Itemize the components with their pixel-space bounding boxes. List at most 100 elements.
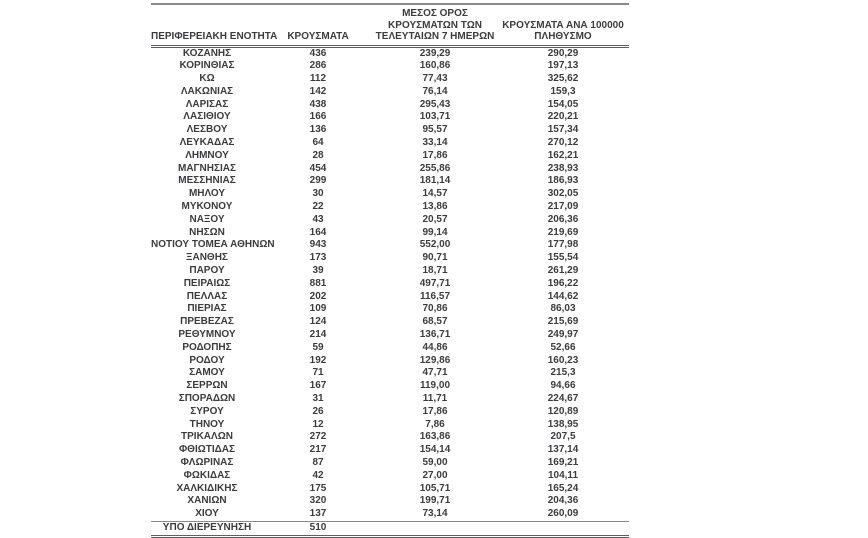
table-row: ΜΗΛΟΥ 30 14,57 302,05 xyxy=(151,188,629,201)
cell-region: ΦΩΚΙΔΑΣ xyxy=(183,469,231,481)
cell-7day-average: 136,71 xyxy=(419,329,451,341)
cell-7day-average: 17,86 xyxy=(422,405,448,417)
cell-region: ΚΟΡΙΝΘΙΑΣ xyxy=(179,60,235,72)
cell-cases: 299 xyxy=(309,175,327,187)
cell-region: ΣΥΡΟΥ xyxy=(190,405,224,417)
cell-7day-average: 105,71 xyxy=(419,482,451,494)
table-row: ΦΩΚΙΔΑΣ 42 27,00 104,11 xyxy=(151,470,629,483)
cell-region: ΜΑΓΝΗΣΙΑΣ xyxy=(177,162,236,174)
cell-region: ΠΕΛΛΑΣ xyxy=(186,290,228,302)
table-row: ΧΑΛΚΙΔΙΚΗΣ 175 105,71 165,24 xyxy=(151,483,629,496)
col-header-7day-average-line1: ΜΕΣΟΣ ΟΡΟΣ xyxy=(402,8,468,19)
cell-7day-average: 47,71 xyxy=(422,367,448,379)
cell-region: ΚΟΖΑΝΗΣ xyxy=(182,47,232,59)
cell-per-100k: 224,67 xyxy=(547,393,579,405)
cell-per-100k: 217,09 xyxy=(547,201,579,213)
table-row: ΛΕΥΚΑΔΑΣ 64 33,14 270,12 xyxy=(151,137,629,150)
table-row: ΤΡΙΚΑΛΩΝ 272 163,86 207,5 xyxy=(151,431,629,444)
cell-per-100k: 186,93 xyxy=(547,175,579,187)
cell-cases: 87 xyxy=(312,457,324,468)
table-row: ΝΗΣΩΝ 164 99,14 219,69 xyxy=(151,227,629,240)
cell-per-100k: 215,69 xyxy=(547,316,579,328)
cell-7day-average: 295,43 xyxy=(419,98,451,110)
table-row: ΣΑΜΟΥ 71 47,71 215,3 xyxy=(151,367,629,380)
cell-per-100k: 157,34 xyxy=(547,124,579,136)
cell-region: ΚΩ xyxy=(199,73,215,85)
cell-7day-average: 70,86 xyxy=(422,303,448,315)
cell-cases: 173 xyxy=(309,252,327,264)
cell-cases: 109 xyxy=(309,303,327,315)
cell-per-100k xyxy=(497,521,629,538)
cell-per-100k: 206,36 xyxy=(547,213,579,225)
cell-region: ΠΑΡΟΥ xyxy=(189,265,225,277)
cell-cases: 166 xyxy=(309,111,327,123)
cell-7day-average: 163,86 xyxy=(419,431,451,443)
cell-cases: 30 xyxy=(312,188,324,200)
table-row: ΛΑΚΩΝΙΑΣ 142 76,14 159,3 xyxy=(151,86,629,99)
cell-region: ΥΠΟ ΔΙΕΡΕΥΝΗΣΗ xyxy=(151,521,263,538)
cell-7day-average: 181,14 xyxy=(419,175,451,187)
cell-per-100k: 138,95 xyxy=(547,418,579,430)
table-row: ΣΥΡΟΥ 26 17,86 120,89 xyxy=(151,406,629,419)
cell-7day-average: 497,71 xyxy=(419,277,451,289)
cell-cases: 12 xyxy=(312,418,324,430)
cell-7day-average: 33,14 xyxy=(422,137,448,149)
cell-region: ΜΕΣΣΗΝΙΑΣ xyxy=(178,175,236,187)
cell-7day-average: 95,57 xyxy=(422,124,448,136)
cell-7day-average: 76,14 xyxy=(422,85,448,97)
table-row: ΠΑΡΟΥ 39 18,71 261,29 xyxy=(151,265,629,278)
cell-per-100k: 302,05 xyxy=(547,188,579,200)
col-header-per-100k-line1: ΚΡΟΥΣΜΑΤΑ ΑΝΑ 100000 xyxy=(502,19,624,31)
cell-per-100k: 155,54 xyxy=(547,252,579,264)
table-row: ΡΕΘΥΜΝΟΥ 214 136,71 249,97 xyxy=(151,329,629,342)
cell-7day-average: 160,86 xyxy=(419,60,451,72)
table-row: ΛΑΣΙΘΙΟΥ 166 103,71 220,21 xyxy=(151,111,629,124)
cell-7day-average: 119,00 xyxy=(419,380,451,392)
cell-cases: 881 xyxy=(309,277,327,289)
col-header-cases-label: ΚΡΟΥΣΜΑΤΑ xyxy=(287,31,349,42)
cell-cases: 214 xyxy=(309,329,327,341)
cell-cases: 164 xyxy=(309,226,327,238)
regional-cases-table: ΠΕΡΙΦΕΡΕΙΑΚΗ ΕΝΟΤΗΤΑ ΚΡΟΥΣΜΑΤΑ ΜΕΣΟΣ ΟΡΟ… xyxy=(151,3,629,538)
cell-region: ΦΛΩΡΙΝΑΣ xyxy=(180,457,234,468)
cell-region: ΝΗΣΩΝ xyxy=(189,226,225,238)
cell-7day-average: 73,14 xyxy=(373,508,497,522)
cell-cases: 943 xyxy=(309,239,327,251)
cell-per-100k: 169,21 xyxy=(547,457,579,468)
table-row: ΜΥΚΟΝΟΥ 22 13,86 217,09 xyxy=(151,201,629,214)
cell-region: ΧΑΛΚΙΔΙΚΗΣ xyxy=(176,482,238,494)
table-row: ΝΑΞΟΥ 43 20,57 206,36 xyxy=(151,214,629,227)
cell-per-100k: 160,23 xyxy=(547,354,579,366)
cell-per-100k: 154,05 xyxy=(547,98,579,110)
cell-region: ΛΕΣΒΟΥ xyxy=(186,124,228,136)
cell-region: ΦΘΙΩΤΙΔΑΣ xyxy=(178,444,236,456)
table-row: ΡΟΔΟΠΗΣ 59 44,86 52,66 xyxy=(151,342,629,355)
cell-region: ΤΗΝΟΥ xyxy=(189,418,225,430)
cell-per-100k: 159,3 xyxy=(550,85,576,97)
cell-7day-average: 77,43 xyxy=(422,73,448,85)
cell-7day-average: 44,86 xyxy=(422,341,448,353)
cell-cases: 438 xyxy=(309,98,327,110)
cell-cases: 42 xyxy=(312,469,324,481)
cell-per-100k: 52,66 xyxy=(550,341,576,353)
cell-7day-average: 129,86 xyxy=(419,354,451,366)
cell-per-100k: 219,69 xyxy=(547,226,579,238)
cell-per-100k: 162,21 xyxy=(547,149,579,161)
cell-per-100k: 94,66 xyxy=(550,380,576,392)
cell-7day-average: 552,00 xyxy=(419,239,451,251)
cell-cases: 510 xyxy=(263,521,373,538)
regional-cases-table-container: ΠΕΡΙΦΕΡΕΙΑΚΗ ΕΝΟΤΗΤΑ ΚΡΟΥΣΜΑΤΑ ΜΕΣΟΣ ΟΡΟ… xyxy=(151,3,629,538)
cell-cases: 22 xyxy=(312,201,324,213)
cell-per-100k: 196,22 xyxy=(547,277,579,289)
col-header-per-100k-line2: ΠΛΗΘΥΣΜΟ xyxy=(534,31,592,42)
cell-cases: 39 xyxy=(312,265,324,277)
cell-cases: 217 xyxy=(309,444,327,456)
cell-per-100k: 290,29 xyxy=(547,47,579,59)
table-row: ΠΕΛΛΑΣ 202 116,57 144,62 xyxy=(151,291,629,304)
cell-region: ΛΗΜΝΟΥ xyxy=(185,149,229,161)
table-row: ΝΟΤΙΟΥ ΤΟΜΕΑ ΑΘΗΝΩΝ 943 552,00 177,98 xyxy=(151,239,629,252)
col-header-regional-unit: ΠΕΡΙΦΕΡΕΙΑΚΗ ΕΝΟΤΗΤΑ xyxy=(151,4,277,48)
cell-region: ΛΑΡΙΣΑΣ xyxy=(185,98,229,110)
cell-cases: 272 xyxy=(309,431,327,443)
cell-cases: 28 xyxy=(312,149,324,161)
